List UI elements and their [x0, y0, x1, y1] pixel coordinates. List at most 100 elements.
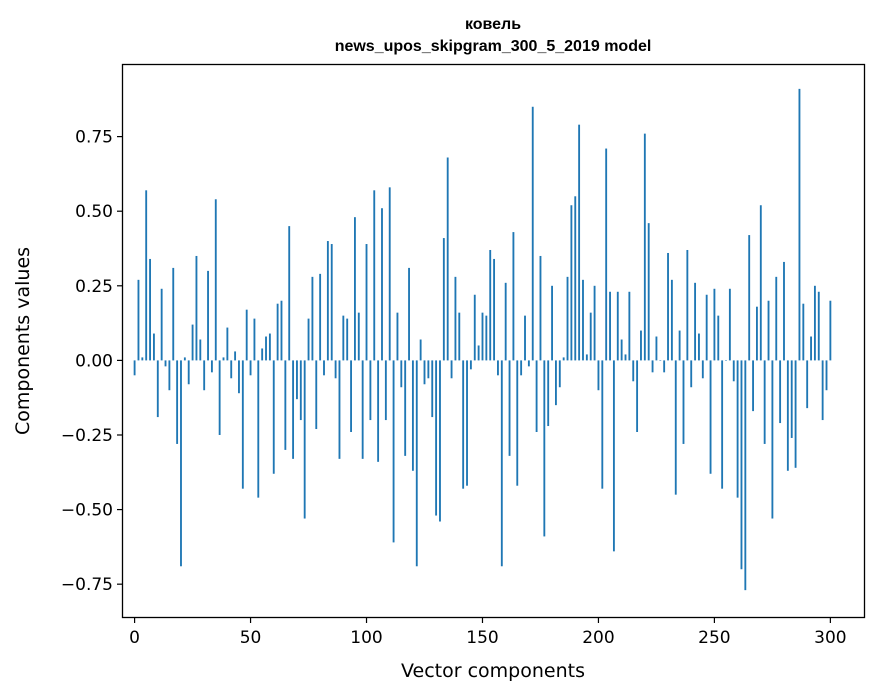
bar-124: [612, 360, 615, 552]
bar-137: [663, 360, 666, 373]
bar-149: [709, 360, 712, 474]
bar-142: [682, 360, 685, 444]
bar-166: [775, 276, 778, 361]
bar-164: [767, 300, 770, 361]
bar-90: [481, 312, 484, 361]
bar-61: [369, 360, 372, 421]
bar-96: [504, 282, 507, 361]
bar-154: [728, 288, 731, 361]
bar-43: [299, 360, 302, 421]
bar-78: [435, 360, 438, 516]
bar-144: [690, 360, 693, 388]
bar-97: [508, 360, 511, 456]
bar-48: [319, 273, 322, 361]
bar-160: [752, 360, 754, 412]
bar-52: [334, 360, 337, 379]
bar-69: [400, 360, 403, 388]
bar-20: [210, 360, 213, 373]
bar-123: [609, 291, 611, 361]
bar-130: [636, 360, 639, 432]
y-tick-label-2: −0.25: [61, 426, 113, 446]
bar-113: [570, 205, 573, 361]
bar-74: [419, 339, 422, 361]
bar-115: [578, 124, 581, 361]
bar-121: [601, 360, 604, 489]
bar-152: [721, 360, 724, 489]
x-tick-label-3: 150: [466, 628, 498, 648]
bar-84: [458, 312, 461, 361]
bar-37: [276, 303, 279, 361]
y-tick-label-4: 0.25: [75, 277, 113, 297]
y-axis-label: Components values: [12, 247, 34, 435]
bar-88: [473, 294, 476, 361]
bar-104: [535, 360, 538, 432]
bar-2: [141, 357, 144, 361]
bar-95: [500, 360, 503, 567]
bar-102: [527, 360, 530, 367]
bar-8: [164, 360, 167, 367]
bar-63: [377, 360, 380, 462]
bar-94: [497, 360, 499, 376]
bar-36: [272, 360, 275, 474]
bar-101: [524, 315, 526, 361]
bar-89: [477, 345, 480, 361]
bar-170: [790, 360, 793, 438]
bar-122: [605, 148, 608, 361]
bar-73: [415, 360, 418, 567]
bar-150: [713, 288, 716, 361]
bar-138: [667, 252, 669, 361]
bar-135: [655, 336, 658, 361]
bar-105: [539, 255, 542, 361]
bar-29: [245, 309, 248, 361]
bar-140: [674, 360, 677, 495]
bar-118: [589, 312, 592, 361]
bar-172: [798, 88, 801, 361]
bar-110: [558, 360, 561, 388]
bar-14: [187, 360, 190, 385]
bar-80: [442, 238, 445, 361]
bar-83: [454, 276, 457, 361]
bar-173: [802, 303, 805, 361]
bar-92: [489, 249, 492, 361]
bar-116: [582, 279, 584, 361]
x-tick-label-6: 300: [814, 628, 846, 648]
bar-23: [222, 357, 225, 361]
bar-147: [701, 360, 704, 379]
bar-50: [326, 241, 329, 361]
bar-45: [307, 318, 310, 361]
x-tick-label-0: 0: [129, 628, 140, 648]
y-axis-ticks: −0.75 −0.50 −0.25 0.00 0.25 0.50 0.75: [61, 128, 123, 595]
bar-15: [191, 324, 194, 361]
bar-179: [825, 360, 828, 391]
y-tick-label-3: 0.00: [75, 351, 113, 371]
bar-28: [241, 360, 244, 489]
bar-77: [431, 360, 434, 418]
bar-107: [547, 360, 550, 427]
bar-153: [725, 360, 727, 361]
bar-171: [794, 360, 797, 468]
bar-75: [423, 360, 426, 385]
bar-148: [705, 294, 708, 361]
y-tick-label-0: −0.75: [61, 575, 113, 595]
bar-128: [628, 291, 631, 361]
bar-111: [562, 357, 565, 361]
bar-0: [133, 360, 136, 376]
bar-156: [736, 360, 739, 498]
bar-47: [315, 360, 318, 430]
bar-71: [408, 267, 410, 361]
bar-67: [392, 360, 395, 543]
bar-108: [551, 285, 553, 361]
y-tick-label-5: 0.50: [75, 202, 113, 222]
bar-9: [168, 360, 171, 391]
bar-5: [153, 333, 155, 361]
bar-19: [207, 270, 209, 361]
bar-16: [195, 255, 198, 361]
bar-18: [203, 360, 206, 391]
bar-10: [172, 267, 175, 361]
bar-131: [640, 330, 642, 361]
x-axis-label: Vector components: [401, 660, 585, 682]
bar-176: [813, 285, 816, 361]
bar-143: [686, 249, 689, 361]
bar-72: [411, 360, 414, 471]
